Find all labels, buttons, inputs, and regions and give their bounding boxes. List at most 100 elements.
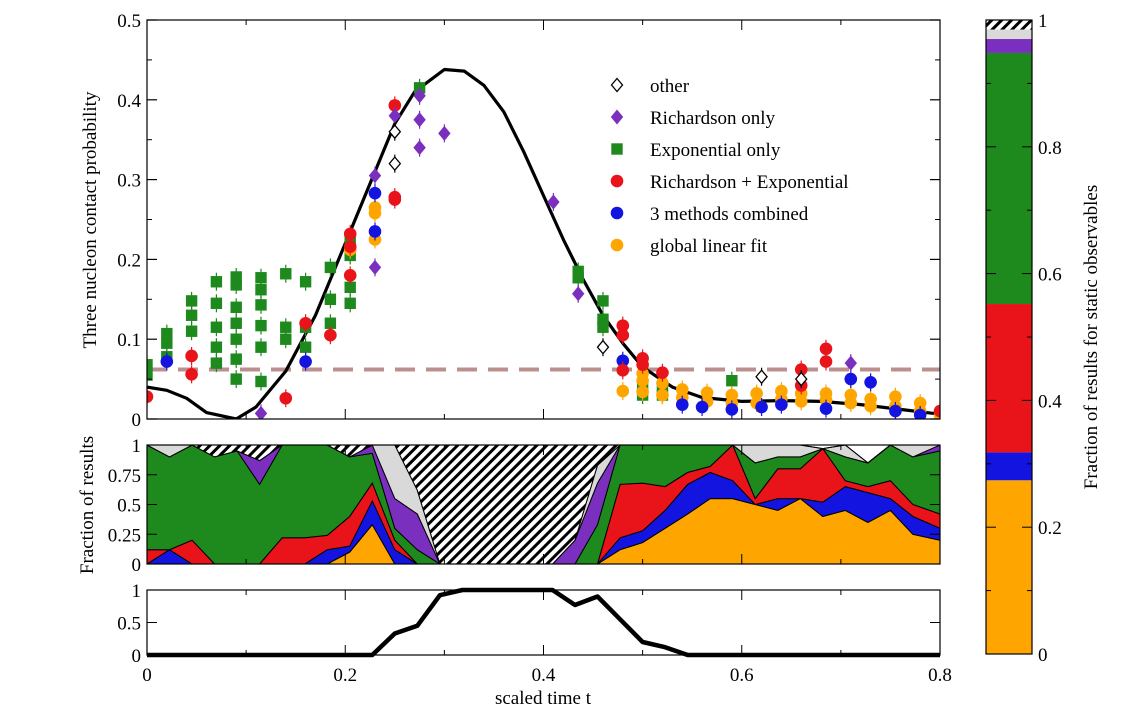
- data-point-richardson-exponential: [185, 368, 198, 381]
- data-point-exponential-only: [210, 276, 223, 288]
- data-point-richardson-only: [571, 286, 585, 302]
- data-point-richardson-exponential: [933, 404, 940, 418]
- legend-marker-other: [610, 77, 624, 93]
- colorbar-tick-label: 0.8: [1038, 138, 1062, 159]
- y-tick-label: 0.75: [108, 466, 141, 487]
- data-point-3-methods-combined: [819, 402, 833, 415]
- data-point-3-methods-combined: [775, 398, 788, 411]
- legend-marker-richardson-exponential: [610, 174, 624, 188]
- x-tick-label: 0: [142, 665, 152, 686]
- colorbar-segment-richardson-exponential: [986, 304, 1032, 453]
- data-point-exponential-only: [324, 293, 337, 305]
- colorbar-ticks: 0 0.2 0.4 0.6 0.8 1: [986, 11, 1062, 666]
- y-tick-label: 0: [132, 410, 142, 431]
- y-tick-label: 1: [132, 581, 142, 602]
- data-point-richardson-only: [413, 140, 426, 156]
- series-other: [388, 122, 808, 389]
- data-point-3-methods-combined: [864, 375, 877, 389]
- y-tick-label: 0.25: [108, 525, 141, 546]
- legend-marker-3-methods-combined: [610, 206, 624, 220]
- data-point-exponential-only: [597, 295, 609, 307]
- colorbar-segment-global-linear-fit: [986, 480, 1032, 654]
- data-point-exponential-only: [280, 333, 292, 345]
- colorbar-segment-3-methods-combined: [986, 452, 1032, 481]
- data-point-exponential-only: [147, 359, 153, 371]
- data-point-exponential-only: [344, 281, 356, 294]
- data-point-3-methods-combined: [368, 186, 382, 200]
- series-global-linear-fit: [343, 198, 940, 419]
- middle-axis-ticks: 0 0.25 0.5 0.75 1: [108, 436, 941, 576]
- data-point-global-linear-fit: [656, 388, 669, 402]
- data-point-richardson-exponential: [147, 390, 154, 403]
- data-point-richardson-exponential: [794, 363, 808, 376]
- data-point-3-methods-combined: [913, 408, 927, 419]
- colorbar-tick-label: 0.4: [1038, 391, 1062, 412]
- data-point-exponential-only: [255, 284, 267, 296]
- data-point-exponential-only: [230, 271, 242, 283]
- black-model-curve: [147, 67, 940, 419]
- bottom-axis-ticks: 0 0.5 1 0 0.2 0.4 0.6 0.8: [117, 581, 952, 686]
- data-point-exponential-only: [210, 321, 223, 333]
- top-plot-area: [147, 67, 940, 419]
- data-point-richardson-exponential: [656, 366, 669, 380]
- data-point-exponential-only: [147, 369, 153, 381]
- data-point-exponential-only: [255, 375, 267, 388]
- x-tick-label: 0.4: [532, 665, 556, 686]
- data-point-3-methods-combined: [889, 404, 902, 418]
- data-point-richardson-only: [388, 108, 402, 124]
- data-point-richardson-exponential: [819, 342, 833, 356]
- data-point-exponential-only: [255, 299, 267, 311]
- colorbar-tick-label: 0.6: [1038, 265, 1062, 286]
- data-point-exponential-only: [299, 276, 312, 288]
- data-point-exponential-only: [597, 313, 609, 325]
- data-point-richardson-exponential: [343, 240, 357, 253]
- data-point-exponential-only: [230, 317, 242, 329]
- y-tick-label: 0.5: [117, 614, 141, 635]
- y-tick-label: 0.2: [117, 250, 141, 271]
- data-point-3-methods-combined: [616, 354, 630, 368]
- data-point-exponential-only: [726, 374, 738, 387]
- series-3-methods-combined: [160, 184, 927, 419]
- legend-label-richardson-only: Richardson only: [650, 108, 776, 129]
- y-tick-label: 1: [132, 436, 142, 457]
- data-point-richardson-exponential: [343, 269, 357, 282]
- colorbar-segment-richardson-only: [986, 39, 1032, 53]
- data-point-exponential-only: [344, 297, 356, 309]
- data-point-exponential-only: [280, 268, 292, 280]
- data-point-richardson-exponential: [616, 328, 630, 342]
- data-point-3-methods-combined: [695, 400, 709, 414]
- top-panel: 0 0.1 0.2 0.3 0.4 0.5 Three nucleon contact p…: [80, 11, 941, 431]
- data-point-richardson-exponential: [324, 328, 337, 342]
- area-hatched: [147, 445, 940, 564]
- data-point-global-linear-fit: [616, 384, 630, 398]
- data-point-global-linear-fit: [750, 387, 763, 400]
- legend-label-3-methods-combined: 3 methods combined: [650, 204, 809, 225]
- data-point-exponential-only: [185, 295, 198, 307]
- top-y-axis-label: Three nucleon contact probability: [80, 91, 101, 348]
- data-point-exponential-only: [210, 357, 223, 369]
- data-point-exponential-only: [185, 325, 198, 337]
- data-point-exponential-only: [255, 319, 267, 332]
- data-point-exponential-only: [230, 353, 242, 365]
- colorbar-tick-label: 0: [1038, 645, 1048, 666]
- data-point-exponential-only: [161, 327, 173, 340]
- data-point-exponential-only: [572, 265, 584, 278]
- data-point-exponential-only: [210, 297, 223, 309]
- data-point-richardson-only: [547, 194, 560, 210]
- legend-marker-global-linear-fit: [610, 238, 624, 252]
- data-point-richardson-exponential: [185, 349, 198, 363]
- colorbar-panel: 0 0.2 0.4 0.6 0.8 1 Fraction of results for s…: [985, 11, 1102, 666]
- data-point-3-methods-combined: [675, 398, 689, 411]
- data-point-richardson-only: [368, 168, 382, 184]
- colorbar-tick-label: 1: [1038, 11, 1048, 32]
- data-point-richardson-exponential: [279, 391, 293, 405]
- data-point-3-methods-combined: [755, 400, 768, 414]
- colorbar-label: Fraction of results for static observabl…: [1081, 185, 1102, 489]
- colorbar-tick-label: 0.2: [1038, 518, 1062, 539]
- data-point-exponential-only: [161, 337, 173, 349]
- data-point-richardson-exponential: [636, 358, 649, 372]
- data-point-other: [596, 339, 610, 355]
- middle-panel: 0 0.25 0.5 0.75 1 Fraction of results: [77, 436, 941, 576]
- top-axis-ticks: 0 0.1 0.2 0.3 0.4 0.5: [117, 11, 941, 431]
